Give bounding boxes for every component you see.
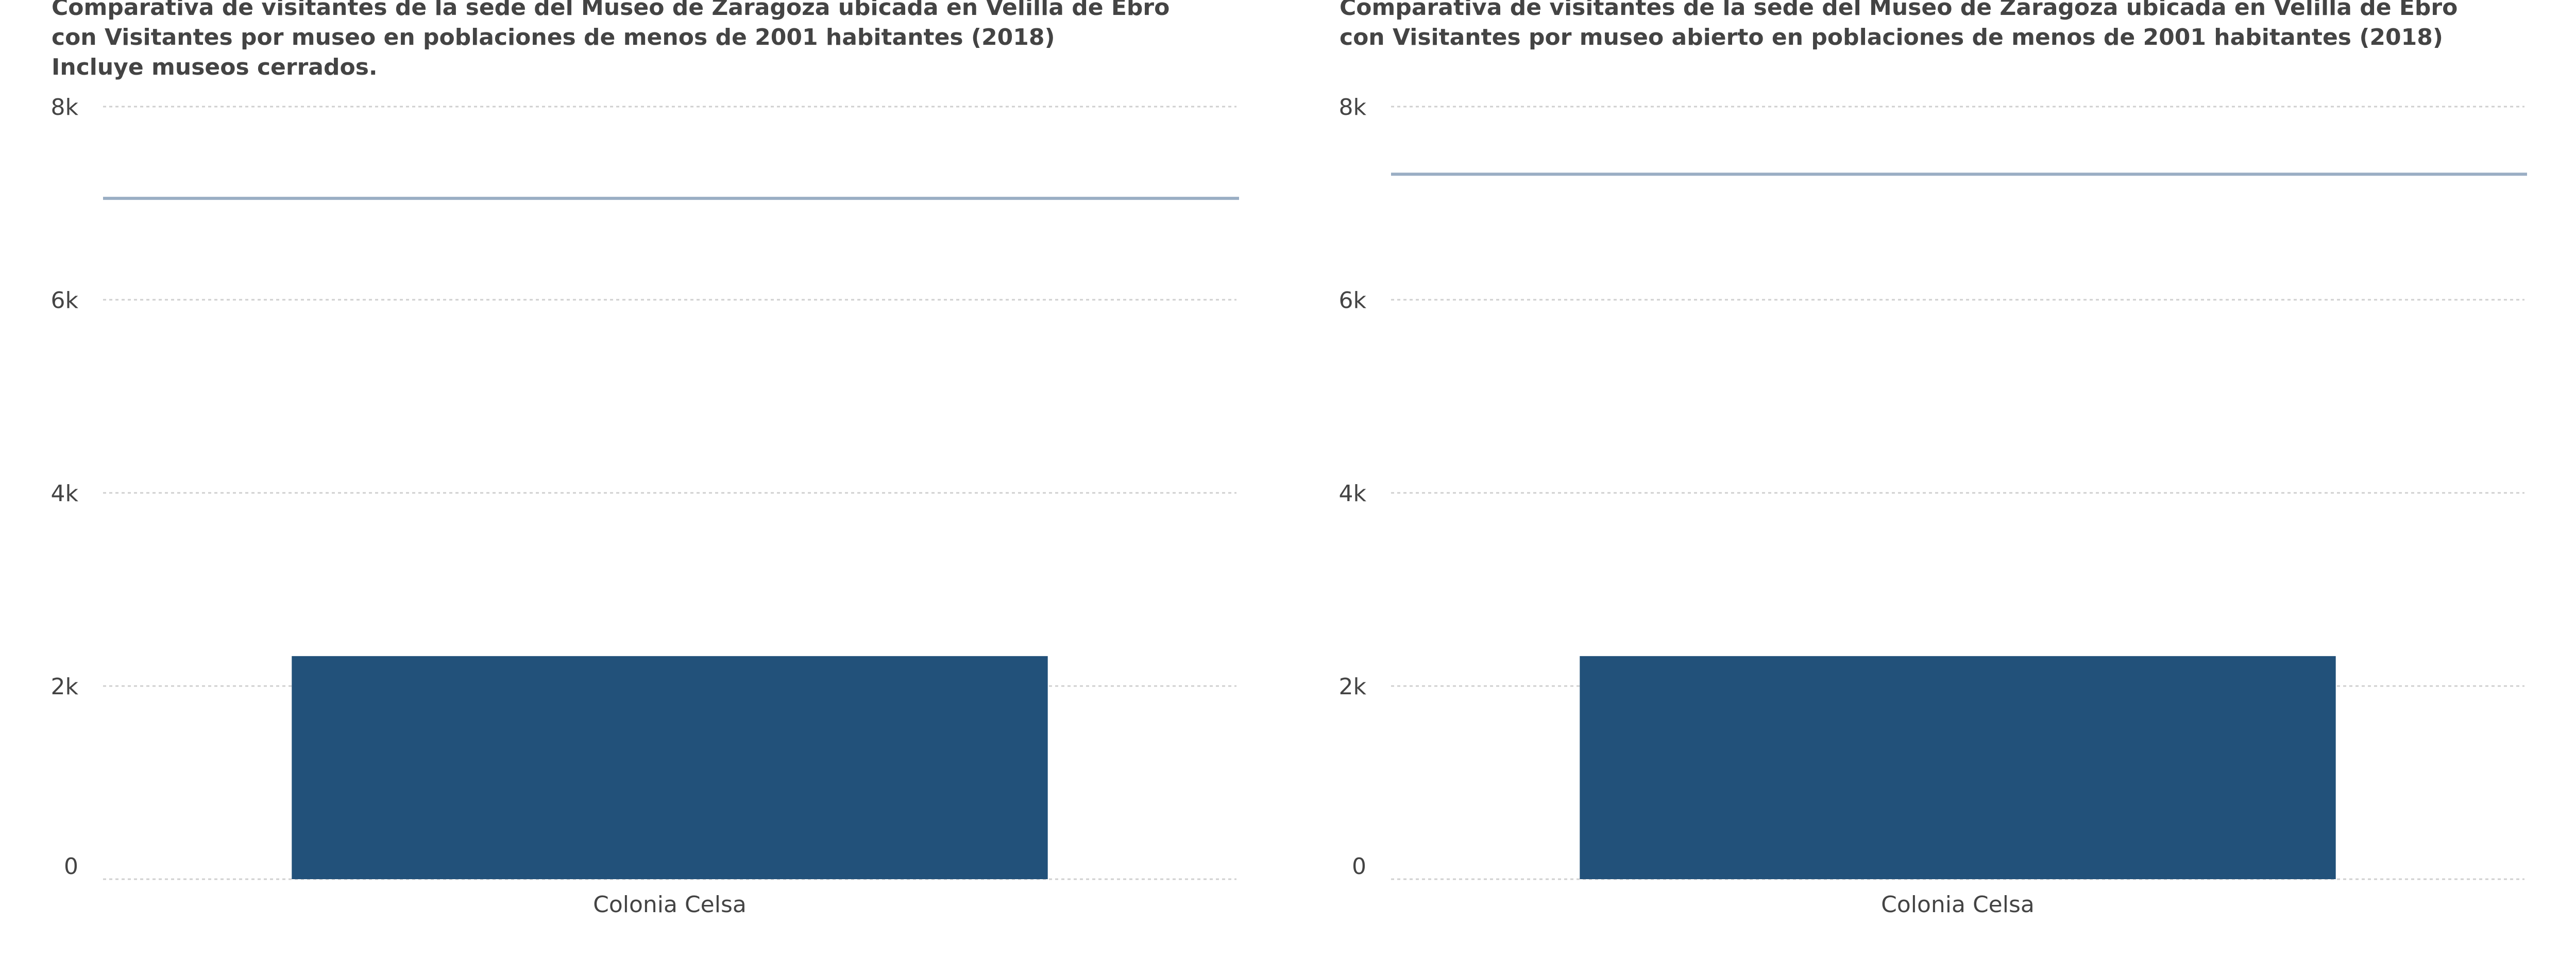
chart-title-line-1: Comparativa de visitantes de la sede del… (1340, 0, 2458, 21)
chart-title: Comparativa de visitantes de la sede del… (52, 0, 1288, 82)
x-category-label: Colonia Celsa (593, 892, 747, 918)
y-tick-label: 2k (51, 674, 79, 700)
chart-panel-right: Comparativa de visitantes de la sede del… (1288, 0, 2545, 976)
y-tick-label: 0 (64, 853, 78, 880)
x-category-label: Colonia Celsa (1881, 892, 2035, 918)
chart-plot: 0 2k 4k 6k 8k Colonia Celsa (51, 94, 1239, 918)
y-tick-label: 4k (51, 481, 79, 507)
bar (292, 656, 1048, 879)
y-tick-label: 8k (51, 94, 79, 121)
y-tick-label: 4k (1339, 481, 1367, 507)
chart-plot: 0 2k 4k 6k 8k Colonia Celsa (1339, 94, 2527, 918)
chart-title-line-2: con Visitantes por museo en poblaciones … (52, 24, 1055, 50)
y-tick-label: 6k (51, 287, 79, 314)
chart-panel-left: Comparativa de visitantes de la sede del… (0, 0, 1257, 976)
y-tick-label: 2k (1339, 674, 1367, 700)
chart-title-line-2: con Visitantes por museo abierto en pobl… (1340, 24, 2443, 50)
chart-title: Comparativa de visitantes de la sede del… (1340, 0, 2576, 53)
bar (1580, 656, 2336, 879)
y-tick-label: 8k (1339, 94, 1367, 121)
y-tick-label: 0 (1352, 853, 1366, 880)
chart-title-line-3: Incluye museos cerrados. (52, 54, 378, 80)
chart-title-line-1: Comparativa de visitantes de la sede del… (52, 0, 1170, 21)
y-tick-label: 6k (1339, 287, 1367, 314)
